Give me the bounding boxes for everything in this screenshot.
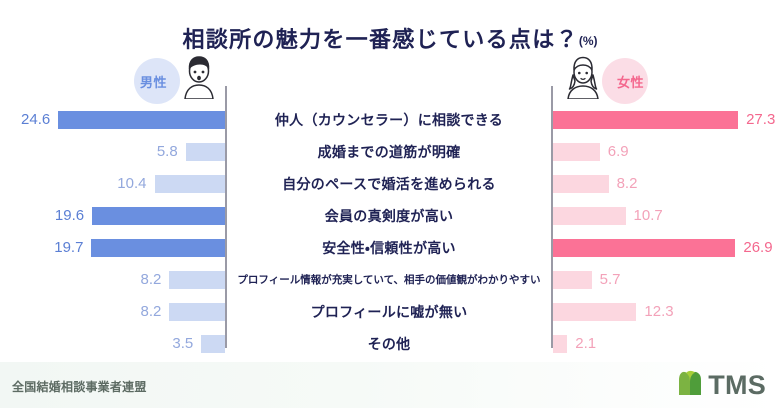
female-bar-cell: 8.2 bbox=[553, 168, 780, 200]
tms-leaf-icon bbox=[677, 369, 703, 401]
male-value-label: 8.2 bbox=[140, 271, 162, 288]
male-bar bbox=[92, 207, 225, 225]
female-value-label: 8.2 bbox=[616, 175, 638, 192]
female-value-label: 10.7 bbox=[633, 207, 663, 224]
tms-logo-text: TMS bbox=[708, 369, 766, 400]
male-bar bbox=[169, 303, 225, 321]
female-bar bbox=[553, 271, 592, 289]
male-bar bbox=[58, 111, 225, 129]
chart-row: 24.6 仲人（カウンセラー）に相談できる 27.3 bbox=[0, 104, 780, 136]
female-value-label: 2.1 bbox=[575, 335, 597, 352]
legend-male: 男性 bbox=[126, 56, 226, 104]
tms-logo: TMS bbox=[677, 370, 766, 400]
category-label: 自分のペースで婚活を進められる bbox=[282, 176, 496, 192]
chart-row: 19.7 安全性・信頼性が高い 26.9 bbox=[0, 232, 780, 264]
category-label: プロフィール情報が充実していて、相手の価値観がわかりやすい bbox=[237, 274, 541, 286]
footer-org-name: 全国結婚相談事業者連盟 bbox=[12, 380, 147, 394]
male-value-label: 10.4 bbox=[117, 175, 147, 192]
female-bar bbox=[553, 111, 739, 129]
legend-male-blob bbox=[134, 58, 180, 104]
legend-female-label: 女性 bbox=[616, 75, 644, 90]
female-bar-cell: 2.1 bbox=[553, 328, 780, 360]
male-value-label: 19.7 bbox=[54, 239, 84, 256]
male-bar-cell: 8.2 bbox=[0, 264, 225, 296]
female-bar-cell: 5.7 bbox=[553, 264, 780, 296]
chart-row: 5.8 成婚までの道筋が明確 6.9 bbox=[0, 136, 780, 168]
male-bar bbox=[91, 239, 225, 257]
chart-row: 3.5 その他 2.1 bbox=[0, 328, 780, 360]
male-bar-cell: 8.2 bbox=[0, 296, 225, 328]
female-bar bbox=[553, 239, 736, 257]
male-value-label: 19.6 bbox=[54, 207, 85, 224]
category-label: 成婚までの道筋が明確 bbox=[317, 144, 461, 160]
female-bar bbox=[553, 143, 600, 161]
chart-row: 8.2 プロフィール情報が充実していて、相手の価値観がわかりやすい 5.7 bbox=[0, 264, 780, 296]
male-bar-cell: 24.6 bbox=[0, 104, 225, 136]
diverging-bar-chart: 24.6 仲人（カウンセラー）に相談できる 27.3 5.8 成婚までの道筋が明確 6.9… bbox=[0, 86, 780, 353]
male-bar bbox=[201, 335, 225, 353]
male-bar bbox=[154, 175, 225, 193]
chart-divider-right bbox=[551, 86, 553, 348]
legend-female: 女性 bbox=[556, 56, 656, 104]
female-bar-cell: 12.3 bbox=[553, 296, 780, 328]
male-bar-cell: 19.6 bbox=[0, 200, 225, 232]
male-value-label: 24.6 bbox=[21, 111, 51, 128]
chart-divider-left bbox=[225, 86, 227, 348]
title-main-text: 相談所の魅力を一番感じている点は？ bbox=[182, 27, 579, 52]
category-label: 仲人（カウンセラー）に相談できる bbox=[274, 112, 504, 128]
category-label: その他 bbox=[367, 336, 411, 352]
female-bar-cell: 26.9 bbox=[553, 232, 780, 264]
category-label: プロフィールに嘘が無い bbox=[310, 304, 468, 320]
female-bar bbox=[553, 175, 609, 193]
female-bar-cell: 27.3 bbox=[553, 104, 780, 136]
female-bar-cell: 6.9 bbox=[553, 136, 780, 168]
footer-bar: 全国結婚相談事業者連盟 TMS bbox=[0, 362, 780, 408]
female-avatar-icon bbox=[560, 53, 606, 104]
male-bar-cell: 19.7 bbox=[0, 232, 225, 264]
male-bar bbox=[185, 143, 225, 161]
female-value-label: 26.9 bbox=[743, 239, 773, 256]
female-bar-cell: 10.7 bbox=[553, 200, 780, 232]
male-value-label: 3.5 bbox=[172, 335, 194, 352]
male-bar bbox=[169, 271, 225, 289]
female-bar bbox=[553, 303, 637, 321]
title-unit-text: (%) bbox=[578, 34, 598, 48]
chart-row: 10.4 自分のペースで婚活を進められる 8.2 bbox=[0, 168, 780, 200]
female-value-label: 27.3 bbox=[746, 111, 776, 128]
male-bar-cell: 10.4 bbox=[0, 168, 225, 200]
male-value-label: 5.8 bbox=[156, 143, 178, 160]
female-bar bbox=[553, 207, 626, 225]
chart-row: 8.2 プロフィールに嘘が無い 12.3 bbox=[0, 296, 780, 328]
male-bar-cell: 5.8 bbox=[0, 136, 225, 168]
category-label: 会員の真剣度が高い bbox=[324, 208, 454, 224]
female-value-label: 12.3 bbox=[644, 303, 674, 320]
chart-row: 19.6 会員の真剣度が高い 10.7 bbox=[0, 200, 780, 232]
legend-male-label: 男性 bbox=[140, 75, 168, 90]
female-value-label: 5.7 bbox=[599, 271, 621, 288]
legend-female-blob bbox=[602, 58, 648, 104]
male-value-label: 8.2 bbox=[140, 303, 162, 320]
category-label: 安全性・信頼性が高い bbox=[322, 240, 456, 256]
female-value-label: 6.9 bbox=[607, 143, 629, 160]
male-bar-cell: 3.5 bbox=[0, 328, 225, 360]
female-bar bbox=[553, 335, 568, 353]
male-avatar-icon bbox=[176, 53, 222, 104]
page-title: 相談所の魅力を一番感じている点は？(%) bbox=[0, 22, 780, 54]
